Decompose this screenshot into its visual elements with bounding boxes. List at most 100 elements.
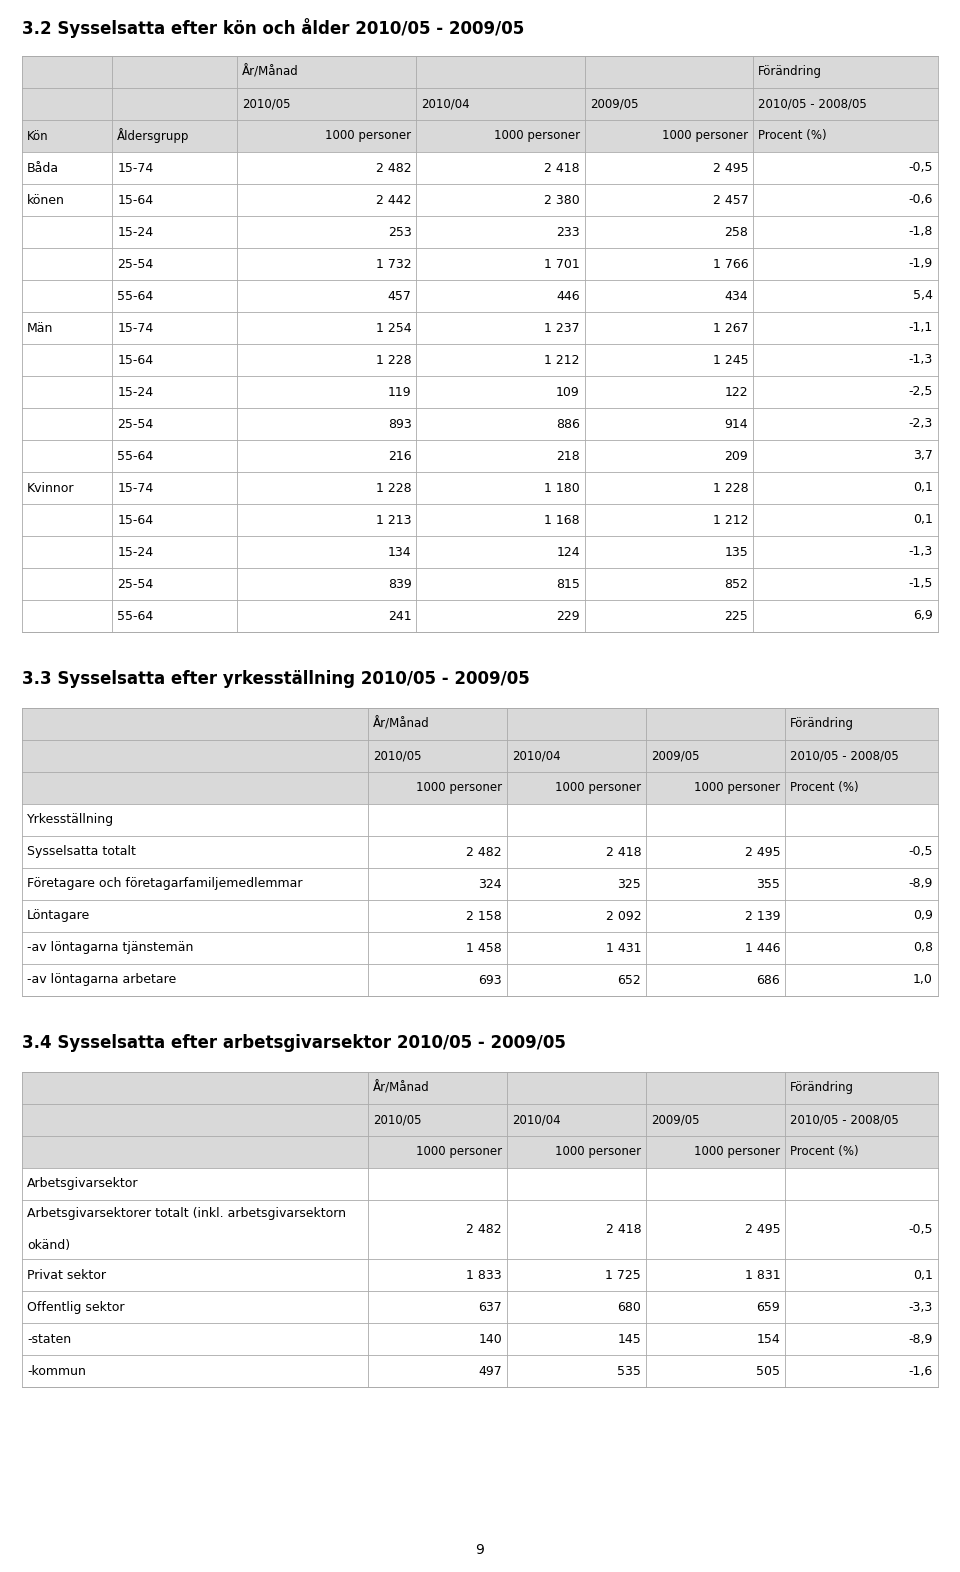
Bar (22, 1199, 938, 1259)
Text: 1000 personer: 1000 personer (555, 1146, 641, 1159)
Text: 637: 637 (478, 1300, 502, 1314)
Text: 434: 434 (725, 289, 748, 302)
Text: 2 092: 2 092 (606, 910, 641, 923)
Text: -av löntagarna tjänstemän: -av löntagarna tjänstemän (27, 942, 193, 954)
Text: Procent (%): Procent (%) (758, 129, 827, 143)
Text: 2010/05 - 2008/05: 2010/05 - 2008/05 (790, 1113, 900, 1127)
Text: -staten: -staten (27, 1333, 71, 1346)
Text: -1,9: -1,9 (909, 258, 933, 270)
Bar (22, 409, 938, 440)
Bar (22, 1291, 938, 1324)
Bar (22, 88, 938, 119)
Text: År/Månad: År/Månad (372, 1082, 429, 1094)
Bar (22, 740, 938, 772)
Text: 225: 225 (725, 610, 748, 623)
Text: 2 139: 2 139 (745, 910, 780, 923)
Text: 686: 686 (756, 973, 780, 987)
Text: 0,1: 0,1 (913, 1269, 933, 1281)
Text: 25-54: 25-54 (117, 577, 154, 591)
Text: 0,8: 0,8 (913, 942, 933, 954)
Text: Löntagare: Löntagare (27, 910, 90, 923)
Text: -3,3: -3,3 (909, 1300, 933, 1314)
Bar (22, 1324, 938, 1355)
Text: 1 245: 1 245 (712, 354, 748, 366)
Text: 2 442: 2 442 (376, 193, 412, 206)
Text: -av löntagarna arbetare: -av löntagarna arbetare (27, 973, 177, 987)
Text: 140: 140 (478, 1333, 502, 1346)
Text: -1,3: -1,3 (909, 545, 933, 558)
Bar (22, 119, 938, 152)
Text: 914: 914 (725, 418, 748, 431)
Text: 15-64: 15-64 (117, 354, 154, 366)
Text: 1 228: 1 228 (375, 354, 412, 366)
Text: -8,9: -8,9 (908, 1333, 933, 1346)
Text: 457: 457 (388, 289, 412, 302)
Bar (22, 932, 938, 964)
Text: 497: 497 (478, 1364, 502, 1377)
Text: 3.3 Sysselsatta efter yrkesställning 2010/05 - 2009/05: 3.3 Sysselsatta efter yrkesställning 201… (22, 670, 530, 689)
Text: 652: 652 (617, 973, 641, 987)
Text: 2 495: 2 495 (745, 1223, 780, 1236)
Bar (22, 567, 938, 601)
Text: 25-54: 25-54 (117, 418, 154, 431)
Text: 253: 253 (388, 225, 412, 239)
Text: 852: 852 (725, 577, 748, 591)
Bar (22, 1072, 938, 1104)
Text: 2 418: 2 418 (606, 846, 641, 858)
Text: 2 457: 2 457 (712, 193, 748, 206)
Text: -0,5: -0,5 (908, 1223, 933, 1236)
Bar (22, 901, 938, 932)
Text: 25-54: 25-54 (117, 258, 154, 270)
Text: 2 380: 2 380 (544, 193, 580, 206)
Text: -1,3: -1,3 (909, 354, 933, 366)
Text: 1000 personer: 1000 personer (694, 1146, 780, 1159)
Text: 1000 personer: 1000 personer (416, 781, 502, 794)
Text: 659: 659 (756, 1300, 780, 1314)
Bar (22, 152, 938, 184)
Text: 2010/05 - 2008/05: 2010/05 - 2008/05 (758, 97, 867, 110)
Bar (22, 707, 938, 997)
Text: 15-24: 15-24 (117, 225, 154, 239)
Text: 0,1: 0,1 (913, 481, 933, 495)
Text: 325: 325 (617, 877, 641, 890)
Text: -0,6: -0,6 (908, 193, 933, 206)
Bar (22, 1137, 938, 1168)
Text: Kvinnor: Kvinnor (27, 481, 75, 495)
Text: Män: Män (27, 322, 54, 335)
Text: 229: 229 (556, 610, 580, 623)
Text: 2 482: 2 482 (375, 162, 412, 174)
Text: -1,1: -1,1 (909, 322, 933, 335)
Text: Förändring: Förändring (790, 717, 854, 731)
Text: 355: 355 (756, 877, 780, 890)
Text: 15-64: 15-64 (117, 193, 154, 206)
Text: 1 213: 1 213 (376, 514, 412, 527)
Text: 2 495: 2 495 (745, 846, 780, 858)
Text: Procent (%): Procent (%) (790, 1146, 859, 1159)
Text: 134: 134 (388, 545, 412, 558)
Text: 154: 154 (756, 1333, 780, 1346)
Text: 258: 258 (725, 225, 748, 239)
Text: 893: 893 (388, 418, 412, 431)
Text: Procent (%): Procent (%) (790, 781, 859, 794)
Text: 124: 124 (556, 545, 580, 558)
Text: 815: 815 (556, 577, 580, 591)
Text: 209: 209 (725, 450, 748, 462)
Text: 2 418: 2 418 (544, 162, 580, 174)
Text: 2010/05 - 2008/05: 2010/05 - 2008/05 (790, 750, 900, 762)
Text: Åldersgrupp: Åldersgrupp (117, 129, 189, 143)
Text: Båda: Båda (27, 162, 60, 174)
Text: 1 228: 1 228 (712, 481, 748, 495)
Bar (22, 280, 938, 311)
Bar (22, 57, 938, 632)
Text: 839: 839 (388, 577, 412, 591)
Text: 5,4: 5,4 (913, 289, 933, 302)
Text: 886: 886 (556, 418, 580, 431)
Text: 0,9: 0,9 (913, 910, 933, 923)
Text: 2010/04: 2010/04 (512, 1113, 561, 1127)
Text: Arbetsgivarsektor: Arbetsgivarsektor (27, 1177, 138, 1190)
Text: 1000 personer: 1000 personer (493, 129, 580, 143)
Bar (22, 964, 938, 997)
Text: 1 431: 1 431 (606, 942, 641, 954)
Bar (22, 868, 938, 901)
Text: 1 168: 1 168 (544, 514, 580, 527)
